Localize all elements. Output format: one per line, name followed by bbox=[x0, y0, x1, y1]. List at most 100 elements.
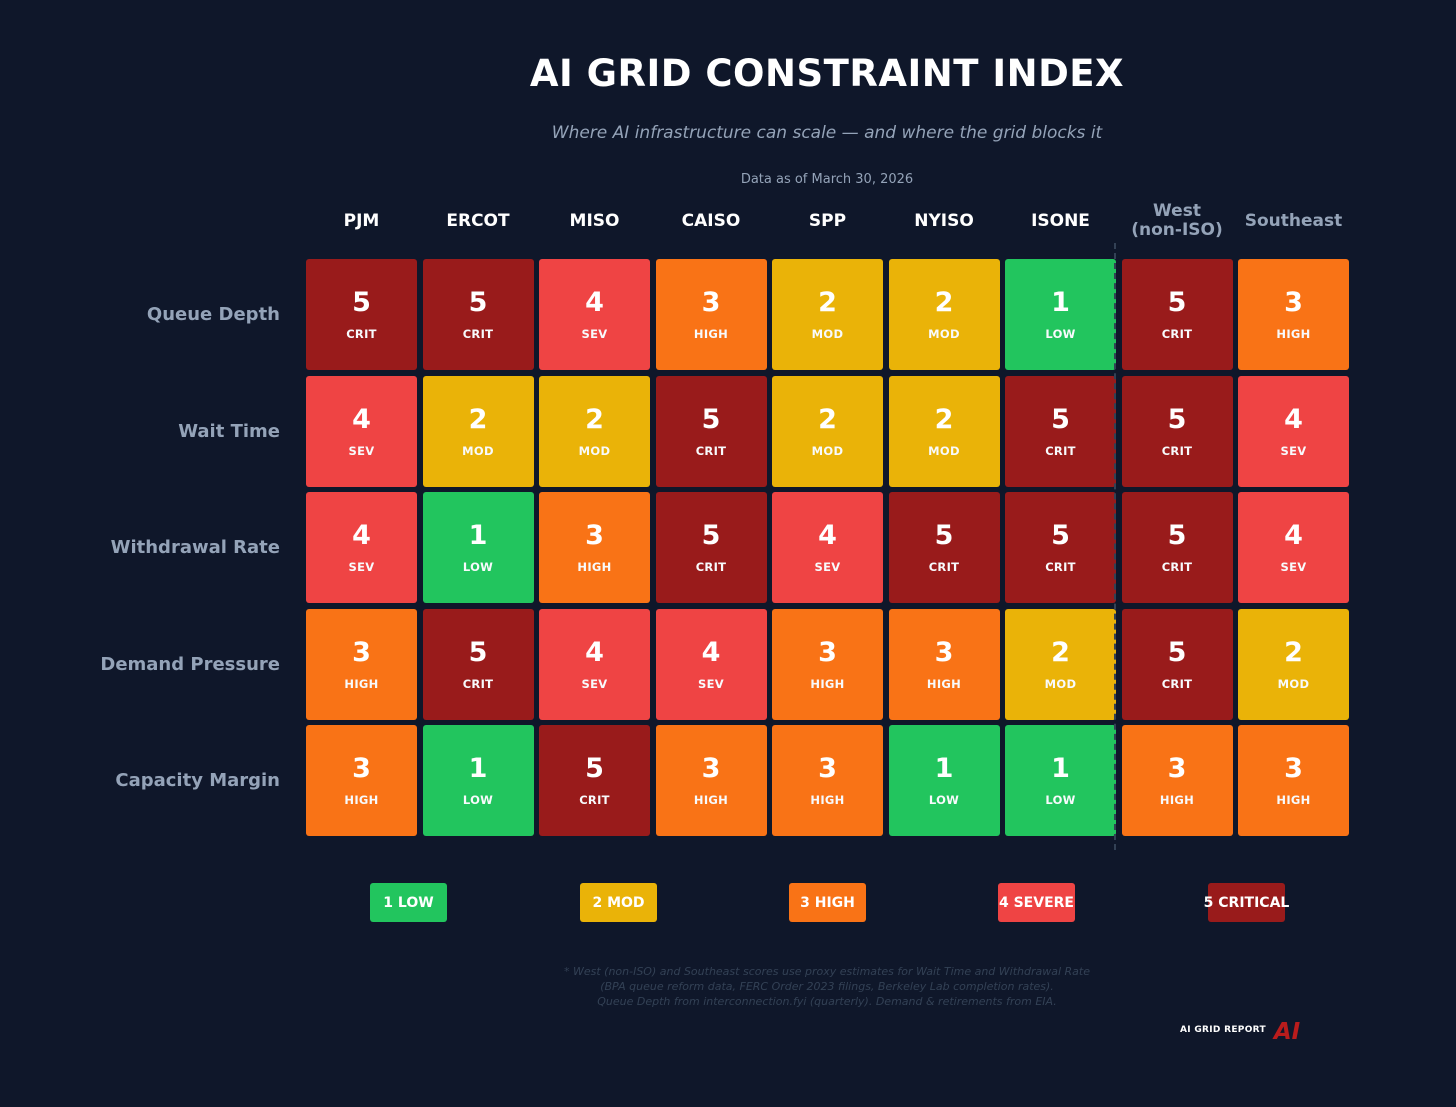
cell-level: SEV bbox=[348, 443, 375, 458]
cell-level: CRIT bbox=[579, 793, 610, 807]
cell-level: HIGH bbox=[344, 793, 379, 807]
cell-level: HIGH bbox=[926, 676, 962, 691]
cell-score: 4 bbox=[818, 520, 837, 551]
cell-score: 5 bbox=[585, 753, 604, 784]
heatmap-cell: 3 HIGH bbox=[539, 492, 650, 603]
cell-level: MOD bbox=[1044, 676, 1077, 691]
heatmap-cell: 5 CRIT bbox=[1121, 608, 1233, 720]
cell-score: 2 bbox=[818, 403, 837, 435]
cell-level: HIGH bbox=[1276, 793, 1311, 807]
heatmap-cell: 1 LOW bbox=[422, 725, 534, 836]
column-header: Southeast bbox=[1244, 210, 1343, 231]
brand-mark-text: AI bbox=[1272, 1019, 1301, 1043]
cell-score: 2 bbox=[818, 287, 837, 318]
heatmap-cell: 1 LOW bbox=[888, 725, 1000, 836]
cell-level: MOD bbox=[811, 327, 844, 341]
heatmap-cell: 3 HIGH bbox=[888, 608, 1000, 720]
cell-level: HIGH bbox=[810, 793, 845, 807]
cell-score: 5 bbox=[934, 520, 954, 551]
legend-item-low: 1 LOW bbox=[370, 883, 447, 922]
cell-level: SEV bbox=[581, 676, 608, 691]
cell-score: 4 bbox=[585, 636, 604, 668]
chart-subtitle: Where AI infrastructure can scale — and … bbox=[551, 123, 1103, 143]
cell-level: CRIT bbox=[1161, 676, 1193, 691]
cell-score: 4 bbox=[1284, 520, 1303, 551]
heatmap-cell: 5 CRIT bbox=[1121, 259, 1233, 370]
cell-score: 5 bbox=[1051, 403, 1070, 435]
cell-score: 2 bbox=[934, 403, 954, 435]
cell-level: MOD bbox=[578, 443, 611, 458]
heatmap-cell: 4 SEV bbox=[539, 608, 650, 720]
heatmap-cell: 4 SEV bbox=[306, 492, 417, 603]
cell-score: 3 bbox=[1284, 753, 1303, 784]
heatmap-cell: 2 MOD bbox=[772, 375, 883, 487]
heatmap-cell: 3 HIGH bbox=[772, 608, 883, 720]
cell-level: HIGH bbox=[1276, 327, 1311, 341]
heatmap-cell: 4 SEV bbox=[655, 608, 767, 720]
brand-mark-icon: AI bbox=[1272, 1019, 1301, 1043]
cell-level: CRIT bbox=[928, 560, 960, 574]
footnote: * West (non-ISO) and Southeast scores us… bbox=[0, 964, 1456, 1009]
cell-score: 1 bbox=[1051, 287, 1070, 318]
cell-level: LOW bbox=[462, 793, 494, 807]
cell-score: 3 bbox=[818, 753, 837, 784]
footnote-line: * West (non-ISO) and Southeast scores us… bbox=[563, 965, 1091, 978]
heatmap-cell: 3 HIGH bbox=[655, 725, 767, 836]
cell-level: SEV bbox=[348, 560, 375, 574]
heatmap-cell: 3 HIGH bbox=[1121, 725, 1233, 836]
cell-score: 5 bbox=[701, 403, 721, 435]
cell-score: 3 bbox=[1167, 753, 1187, 784]
heatmap-cell: 4 SEV bbox=[306, 375, 417, 487]
heatmap-cell: 5 CRIT bbox=[655, 492, 767, 603]
cell-level: CRIT bbox=[346, 327, 377, 341]
row-label: Withdrawal Rate bbox=[110, 537, 280, 558]
cell-level: MOD bbox=[811, 443, 844, 458]
cell-level: MOD bbox=[928, 443, 960, 458]
heatmap-cell: 3 HIGH bbox=[306, 725, 417, 836]
legend-item-high: 3 HIGH bbox=[789, 883, 866, 922]
heatmap-cell: 1 LOW bbox=[422, 492, 534, 603]
cell-score: 3 bbox=[701, 287, 721, 318]
cell-level: HIGH bbox=[693, 793, 729, 807]
cell-score: 2 bbox=[585, 403, 604, 435]
cell-score: 4 bbox=[701, 636, 721, 668]
heatmap-cell: 5 CRIT bbox=[306, 259, 417, 370]
cell-level: CRIT bbox=[1161, 560, 1193, 574]
heatmap-cell: 3 HIGH bbox=[1238, 725, 1349, 836]
cell-level: MOD bbox=[462, 443, 494, 458]
brand-logo: AI GRID REPORT AI bbox=[1180, 1017, 1302, 1043]
heatmap-cell: 5 CRIT bbox=[655, 375, 767, 487]
cell-score: 2 bbox=[1284, 636, 1303, 668]
heatmap-cell: 3 HIGH bbox=[1238, 259, 1349, 370]
cell-score: 1 bbox=[1051, 753, 1070, 784]
column-header: NYISO bbox=[914, 210, 974, 231]
cell-score: 4 bbox=[352, 520, 371, 551]
chart-title: AI GRID CONSTRAINT INDEX bbox=[529, 52, 1125, 95]
cell-score: 1 bbox=[934, 753, 954, 784]
heatmap-cell: 4 SEV bbox=[539, 259, 650, 370]
cell-score: 2 bbox=[934, 287, 954, 318]
heatmap-cell: 5 CRIT bbox=[539, 725, 650, 836]
cell-level: LOW bbox=[1045, 793, 1076, 807]
cell-level: SEV bbox=[698, 676, 724, 691]
cell-level: CRIT bbox=[695, 560, 727, 574]
cell-score: 5 bbox=[1167, 520, 1187, 551]
heatmap-cell: 4 SEV bbox=[1238, 492, 1349, 603]
footnote-line: (BPA queue reform data, FERC Order 2023 … bbox=[600, 980, 1054, 993]
heatmap-cell: 3 HIGH bbox=[772, 725, 883, 836]
row-label: Queue Depth bbox=[146, 304, 280, 325]
heatmap-cell: 2 MOD bbox=[888, 259, 1000, 370]
legend-item-mod: 2 MOD bbox=[580, 883, 657, 922]
row-label: Wait Time bbox=[178, 420, 280, 442]
heatmap-cell: 2 MOD bbox=[772, 259, 883, 370]
column-header: West (non-ISO) bbox=[1131, 201, 1223, 240]
heatmap-cell: 2 MOD bbox=[1005, 608, 1116, 720]
cell-score: 5 bbox=[468, 287, 488, 318]
cell-level: SEV bbox=[814, 560, 841, 574]
cell-level: CRIT bbox=[462, 327, 494, 341]
heatmap-cell: 5 CRIT bbox=[422, 259, 534, 370]
cell-level: MOD bbox=[928, 327, 960, 341]
cell-score: 4 bbox=[585, 287, 604, 318]
cell-score: 4 bbox=[352, 403, 371, 435]
heatmap-cell: 5 CRIT bbox=[1121, 492, 1233, 603]
